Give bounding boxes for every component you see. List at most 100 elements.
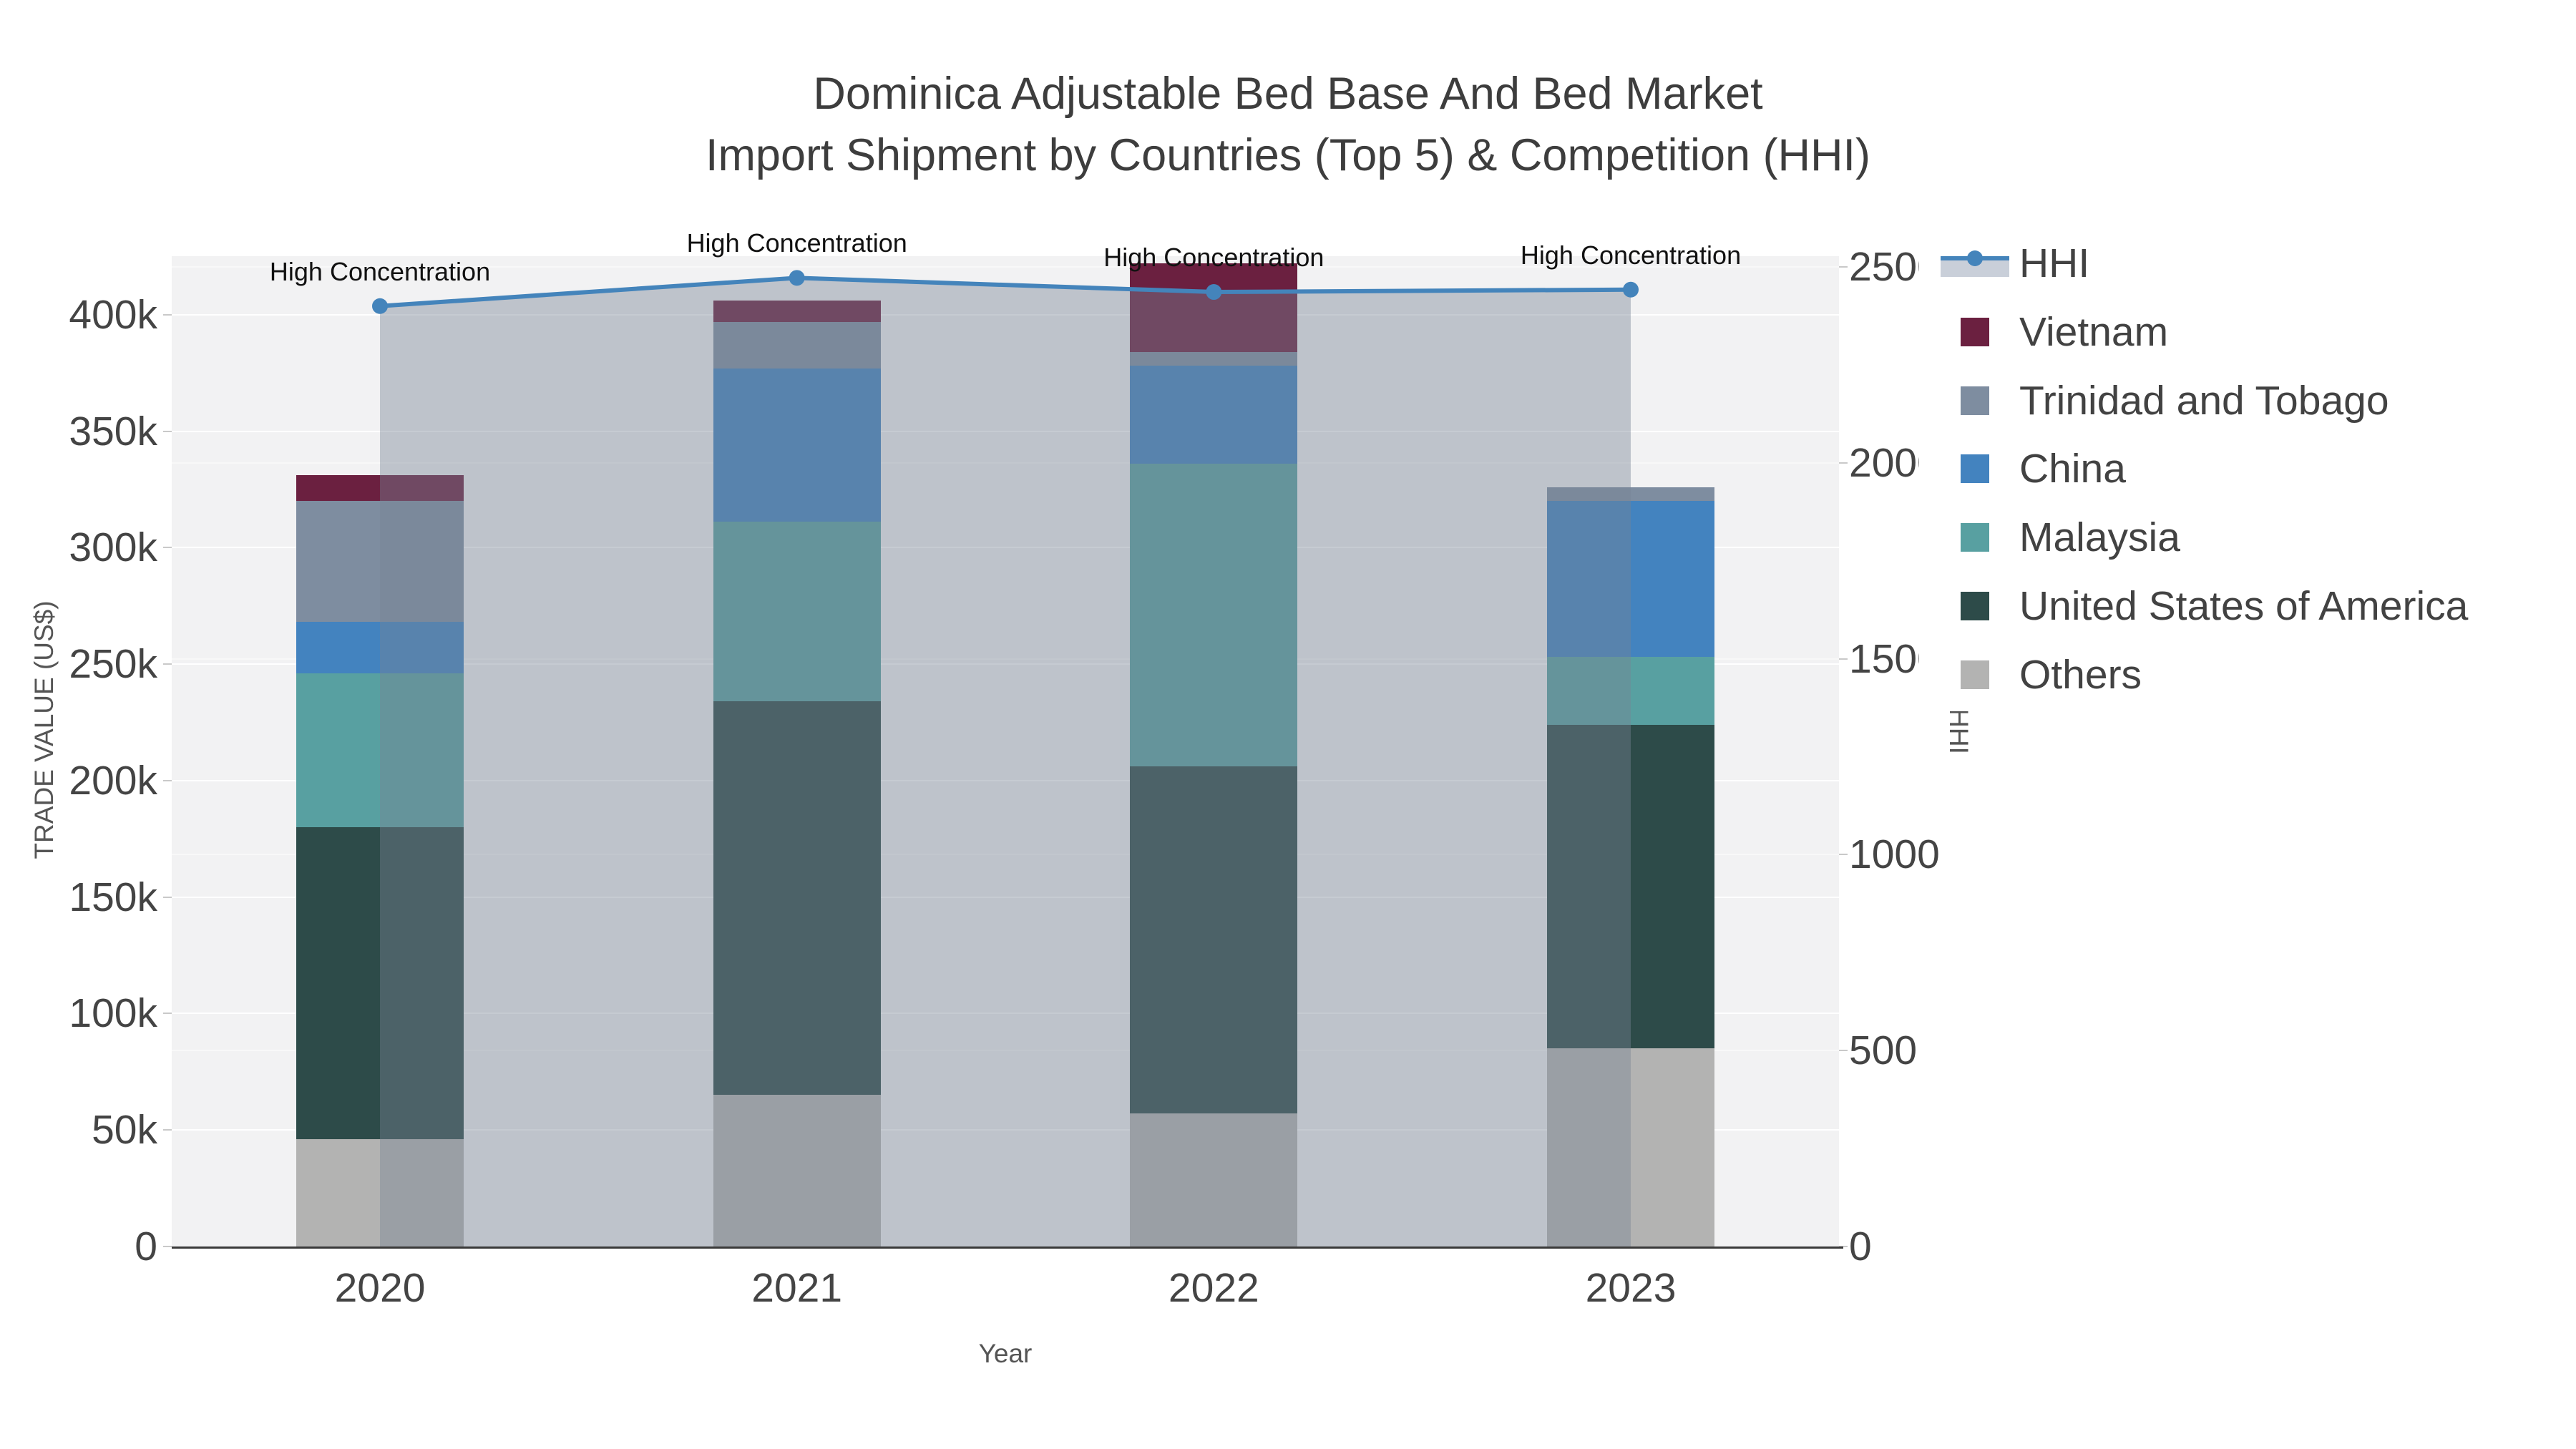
y-left-tick-250k: 250k — [69, 641, 157, 688]
legend-item-vietnam[interactable]: Vietnam — [1929, 308, 2169, 355]
y-left-tickmark — [163, 430, 172, 432]
bar-segment-2020-others[interactable] — [296, 1139, 464, 1246]
x-tick-2021: 2021 — [751, 1265, 843, 1311]
legend-item-china[interactable]: China — [1929, 446, 2126, 492]
legend-item-united-states-of-america[interactable]: United States of America — [1929, 583, 2468, 629]
legend-label: Malaysia — [2019, 514, 2180, 561]
legend-item-hhi[interactable]: HHI — [1929, 240, 2090, 286]
legend-label: China — [2019, 446, 2126, 492]
y-right-tick-0: 0 — [1849, 1224, 1872, 1269]
y-right-tick-1000: 1000 — [1849, 831, 1940, 878]
gridline-trade-200000 — [172, 779, 1839, 781]
bar-segment-2022-trinidad-and-tobago[interactable] — [1130, 351, 1298, 366]
plot-area — [172, 256, 1839, 1247]
gridline-hhi-500 — [172, 1050, 1839, 1052]
y-left-tickmark — [163, 313, 172, 316]
bar-segment-2021-others[interactable] — [713, 1095, 881, 1246]
y-right-tickmark — [1839, 462, 1848, 464]
legend-swatch-icon — [1961, 523, 1989, 552]
x-axis-line — [172, 1246, 1843, 1249]
hhi-marker-2020[interactable] — [372, 298, 388, 314]
hhi-marker-2021[interactable] — [789, 270, 805, 286]
y-left-tickmark — [163, 663, 172, 665]
x-tick-2020: 2020 — [334, 1265, 426, 1311]
legend-swatch-icon — [1961, 660, 1989, 689]
y-left-tickmark — [163, 896, 172, 898]
gridline-trade-300000 — [172, 547, 1839, 549]
y-left-tick-150k: 150k — [69, 874, 157, 920]
y-right-tickmark — [1839, 1050, 1848, 1052]
y-left-tick-400k: 400k — [69, 291, 157, 338]
bar-segment-2022-china[interactable] — [1130, 366, 1298, 464]
bar-segment-2021-china[interactable] — [713, 368, 881, 522]
gridline-hhi-1000 — [172, 854, 1839, 856]
gridline-hhi-1500 — [172, 658, 1839, 660]
legend-swatch-icon — [1961, 317, 1989, 346]
gridline-trade-100000 — [172, 1013, 1839, 1015]
y-right-tickmark — [1839, 1246, 1848, 1247]
hhi-marker-2023[interactable] — [1623, 281, 1639, 298]
legend-label: Others — [2019, 651, 2142, 698]
bar-segment-2023-others[interactable] — [1547, 1048, 1714, 1246]
bar-segment-2021-trinidad-and-tobago[interactable] — [713, 321, 881, 369]
gridline-trade-150000 — [172, 896, 1839, 898]
bar-segment-2022-others[interactable] — [1130, 1113, 1298, 1246]
annotation-2021: High Concentration — [686, 228, 907, 258]
chart-title-line2: Import Shipment by Countries (Top 5) & C… — [705, 130, 1871, 180]
bar-segment-2021-malaysia[interactable] — [713, 522, 881, 702]
bar-segment-2020-china[interactable] — [296, 622, 464, 674]
x-axis-title: Year — [978, 1339, 1033, 1368]
x-tick-2022: 2022 — [1168, 1265, 1259, 1311]
annotation-2023: High Concentration — [1520, 240, 1742, 270]
hhi-line-layer — [372, 270, 1639, 1247]
chart-title-line1: Dominica Adjustable Bed Base And Bed Mar… — [813, 69, 1763, 119]
y-axis-title-left: TRADE VALUE (US$) — [29, 600, 59, 859]
bar-segment-2022-united-states-of-america[interactable] — [1130, 766, 1298, 1114]
bar-segment-2023-malaysia[interactable] — [1547, 657, 1714, 725]
y-axis-title-right: HHI — [1944, 708, 1974, 754]
y-right-tickmark — [1839, 658, 1848, 660]
bar-segment-2023-trinidad-and-tobago[interactable] — [1547, 487, 1714, 502]
bar-segment-2023-china[interactable] — [1547, 501, 1714, 658]
chart-title: Dominica Adjustable Bed Base And Bed Mar… — [0, 63, 2576, 186]
bar-segment-2020-vietnam[interactable] — [296, 475, 464, 502]
bar-segment-2020-malaysia[interactable] — [296, 673, 464, 827]
legend-item-malaysia[interactable]: Malaysia — [1929, 514, 2180, 561]
legend-swatch-icon — [1961, 454, 1989, 484]
bar-segment-2020-united-states-of-america[interactable] — [296, 827, 464, 1140]
y-left-tickmark — [163, 1013, 172, 1015]
hhi-area-fill — [380, 278, 1631, 1247]
y-left-tickmark — [163, 1246, 172, 1247]
bar-segment-2021-vietnam[interactable] — [713, 301, 881, 322]
legend-label: HHI — [2019, 240, 2090, 286]
y-right-tickmark — [1839, 854, 1848, 856]
hhi-marker-2022[interactable] — [1206, 284, 1222, 301]
legend-item-others[interactable]: Others — [1929, 651, 2142, 698]
legend-label: Vietnam — [2019, 308, 2169, 355]
bar-segment-2021-united-states-of-america[interactable] — [713, 701, 881, 1096]
y-left-tick-200k: 200k — [69, 757, 157, 804]
gridline-trade-50000 — [172, 1129, 1839, 1131]
y-left-tick-50k: 50k — [92, 1107, 157, 1153]
annotation-2020: High Concentration — [269, 256, 491, 286]
gridline-trade-350000 — [172, 430, 1839, 432]
bar-segment-2022-vietnam[interactable] — [1130, 263, 1298, 352]
gridline-hhi-2000 — [172, 462, 1839, 464]
hhi-marker-dot-icon — [1967, 250, 1983, 266]
gridline-trade-400000 — [172, 313, 1839, 316]
bar-segment-2020-trinidad-and-tobago[interactable] — [296, 501, 464, 623]
y-left-tickmark — [163, 547, 172, 549]
legend-swatch-icon — [1961, 386, 1989, 415]
bar-segment-2022-malaysia[interactable] — [1130, 464, 1298, 767]
legend-item-trinidad-and-tobago[interactable]: Trinidad and Tobago — [1929, 377, 2389, 424]
gridline-trade-250000 — [172, 663, 1839, 665]
legend-label: Trinidad and Tobago — [2019, 377, 2389, 424]
y-left-tickmark — [163, 779, 172, 781]
y-left-tick-350k: 350k — [69, 408, 157, 454]
gridline-hhi-2500 — [172, 266, 1839, 268]
y-left-tick-100k: 100k — [69, 990, 157, 1037]
y-right-tickmark — [1839, 266, 1848, 268]
bar-segment-2023-united-states-of-america[interactable] — [1547, 724, 1714, 1049]
y-left-tick-0: 0 — [135, 1224, 157, 1269]
